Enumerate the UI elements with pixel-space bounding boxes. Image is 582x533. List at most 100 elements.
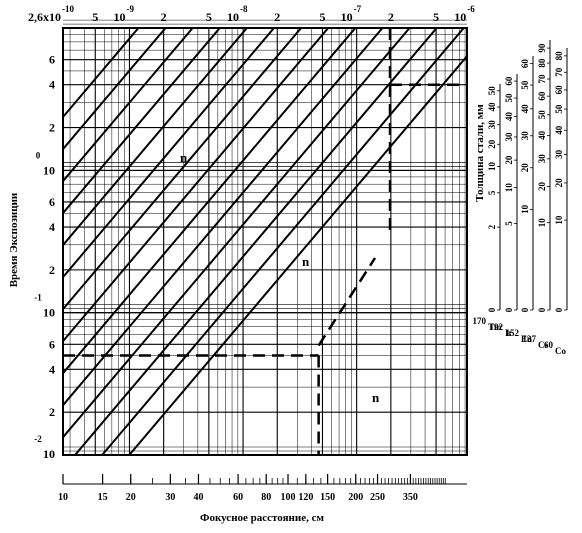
- exposure-line: [63, 28, 140, 118]
- steel-scale-tick-label: 50: [520, 80, 530, 90]
- steel-scale-tick-label: 20: [520, 163, 530, 173]
- isotope-mass: 60: [544, 340, 554, 350]
- bottom-tick-label: 200: [348, 492, 363, 503]
- bottom-axis: 10 15 20 30 40 60 80 100 120 150 200 250 350: [58, 474, 467, 503]
- x-axis-title: Фокусное расстояние, см: [200, 512, 324, 524]
- top-tick-label: 10: [454, 10, 466, 24]
- steel-scale-tick-label: 40: [504, 112, 514, 122]
- bottom-tick-label: 60: [233, 492, 243, 503]
- right-axis-title: Толщина стали, мм: [474, 104, 486, 202]
- steel-scale-tick-label: 60: [554, 85, 564, 95]
- left-tick-label: 2: [49, 405, 55, 419]
- steel-scale-tick-label: 0: [554, 307, 564, 312]
- steel-scale-tick-label: 40: [520, 104, 530, 114]
- steel-scale-tick-label: 70: [537, 74, 547, 84]
- top-tick-label: 2: [161, 10, 167, 24]
- top-tick-exponent: -9: [126, 4, 134, 14]
- isotope-name: Cs: [538, 340, 548, 350]
- steel-scale-tick-label: 30: [504, 132, 514, 142]
- top-tick-exponent: -10: [62, 4, 74, 14]
- axis-titles: Время Экспозиции Фокусное расстояние, см…: [8, 104, 486, 524]
- isotope-mass: 170: [473, 316, 487, 326]
- exposure-line: [63, 28, 330, 342]
- exposure-line: [73, 28, 438, 455]
- top-tick-label: 5: [92, 10, 98, 24]
- exposure-line: [127, 55, 467, 455]
- steel-scale-tick-label: 50: [537, 110, 547, 120]
- left-tick-label: 10: [43, 447, 55, 461]
- isotope-mass: 192: [490, 322, 504, 332]
- steel-scale-tick-label: 10: [487, 161, 497, 171]
- exposure-line: [63, 28, 303, 310]
- isotope-name: Tm: [488, 322, 502, 332]
- steel-scale-tick-label: 0: [487, 307, 497, 312]
- isotope-name: Eu: [521, 334, 532, 344]
- steel-scale-tick-label: 50: [554, 104, 564, 114]
- line-label-n: n: [372, 390, 380, 405]
- y-axis-title: Время Экспозиции: [8, 192, 20, 287]
- line-label-n: n: [302, 254, 310, 269]
- top-tick-exponent: -8: [240, 4, 248, 14]
- steel-scale-tick-label: 80: [554, 51, 564, 61]
- isotope-name: Ir: [505, 328, 513, 338]
- steel-scale-tick-label: 80: [537, 58, 547, 67]
- steel-scale-tick-label: 40: [537, 130, 547, 140]
- top-tick-label: 10: [227, 10, 239, 24]
- top-tick-exponent: -6: [467, 4, 475, 14]
- top-tick-exponent: -7: [354, 4, 362, 14]
- left-tick-label: 6: [49, 53, 55, 67]
- exposure-line: [63, 28, 357, 374]
- steel-scale-tick-label: 60: [520, 59, 530, 68]
- example-dashed-path: [63, 28, 467, 455]
- bottom-tick-label: 250: [370, 492, 385, 503]
- exposure-lines: [63, 28, 467, 455]
- exposure-line: [100, 28, 466, 455]
- isotope-mass: 137: [523, 334, 537, 344]
- bottom-tick-label: 100: [281, 492, 296, 503]
- steel-scale-tick-label: 0: [520, 307, 530, 312]
- left-tick-label: 2: [49, 121, 55, 135]
- left-tick-exponent: -1: [34, 293, 42, 303]
- left-tick-exponent: -2: [34, 434, 42, 444]
- left-tick-exponent: 0: [36, 150, 41, 160]
- top-tick-label: 2: [388, 10, 394, 24]
- steel-scale-tick-label: 20: [537, 182, 547, 192]
- steel-scale-tick-label: 60: [504, 76, 514, 86]
- steel-scale-tick-label: 20: [504, 155, 514, 165]
- top-tick-label: 5: [206, 10, 212, 24]
- top-tick-label: 5: [319, 10, 325, 24]
- bottom-tick-label: 15: [98, 492, 108, 503]
- exposure-line: [63, 28, 222, 214]
- bottom-tick-label: 350: [403, 492, 418, 503]
- steel-scale-tick-label: 5: [487, 190, 497, 195]
- left-tick-label: 4: [49, 220, 55, 234]
- steel-scale-tick-label: 10: [504, 183, 514, 193]
- left-tick-label: 2: [49, 263, 55, 277]
- steel-scale-tick-label: 70: [554, 67, 564, 77]
- steel-scale-tick-label: 40: [487, 102, 497, 112]
- exposure-line: [63, 28, 411, 438]
- line-label-n: n: [180, 150, 188, 165]
- isotope-name: Co: [555, 346, 566, 356]
- left-tick-label: 6: [49, 337, 55, 351]
- bottom-tick-label: 20: [126, 492, 136, 503]
- steel-scale-tick-label: 30: [520, 131, 530, 141]
- left-tick-label: 10: [43, 306, 55, 320]
- steel-scale-tick-label: 30: [554, 149, 564, 159]
- steel-scale-tick-label: 50: [504, 93, 514, 103]
- steel-scale-tick-label: 0: [504, 307, 514, 312]
- bottom-tick-label: 10: [58, 492, 68, 503]
- steel-scale-tick-label: 10: [537, 218, 547, 228]
- bottom-tick-label: 120: [298, 492, 313, 503]
- left-tick-label: 4: [49, 78, 55, 92]
- steel-scale-tick-label: 10: [520, 204, 530, 214]
- left-tick-label: 10: [43, 163, 55, 177]
- top-tick-label: 5: [433, 10, 439, 24]
- steel-scale-tick-label: 40: [554, 125, 564, 135]
- steel-scale-tick-label: 50: [487, 86, 497, 96]
- top-tick-label: 10: [341, 10, 353, 24]
- steel-scale-tick-label: 30: [487, 120, 497, 130]
- steel-scale-tick-label: 20: [487, 139, 497, 149]
